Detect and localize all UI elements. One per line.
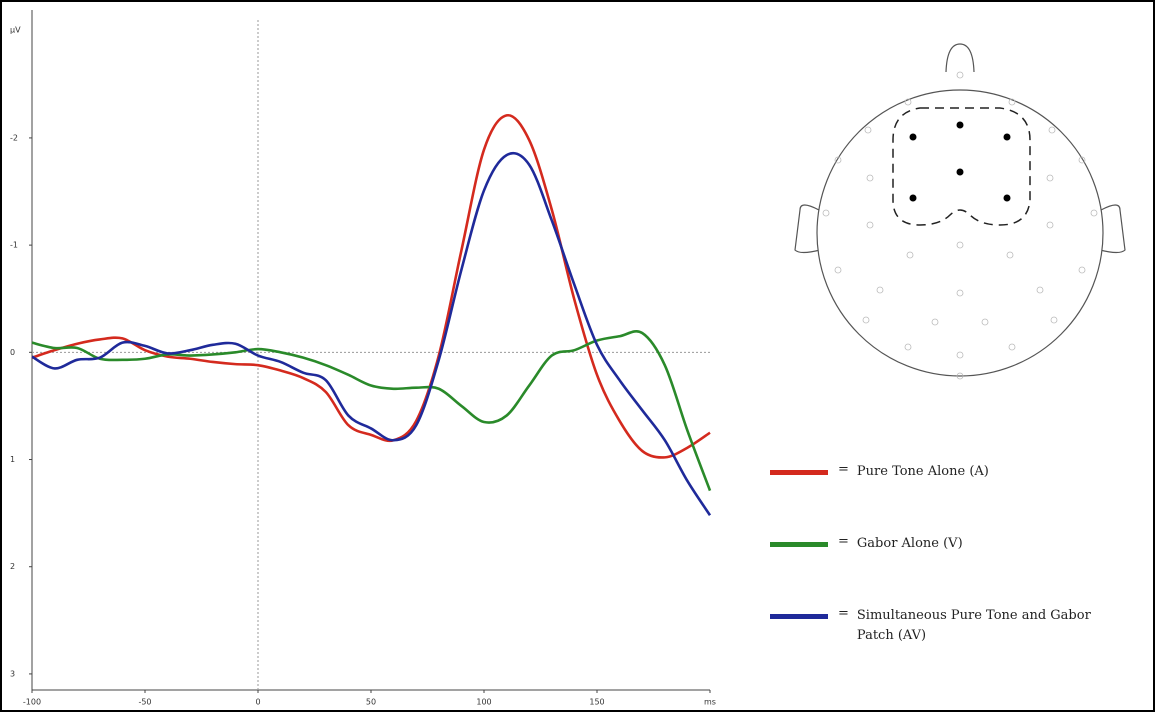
legend-separator: = xyxy=(838,606,849,621)
x-tick-label: 150 xyxy=(589,698,604,707)
y-tick-label: 2 xyxy=(10,562,15,571)
y-tick-label: -1 xyxy=(10,241,18,250)
ear-left xyxy=(794,204,821,254)
x-tick-label: 100 xyxy=(476,698,491,707)
x-tick-label: -100 xyxy=(23,698,41,707)
legend-label: Simultaneous Pure Tone and Gabor Patch (… xyxy=(856,608,1091,643)
region xyxy=(892,107,1031,226)
legend-swatch xyxy=(770,542,828,547)
legend-label: Gabor Alone (V) xyxy=(856,536,963,551)
y-tick-label: -2 xyxy=(10,133,18,142)
y-tick-label: 3 xyxy=(10,669,15,678)
legend: = Pure Tone Alone (A) = Gabor Alone (V) = Sim… xyxy=(770,462,1130,678)
legend-entry: = Simultaneous Pure Tone and Gabor Patch … xyxy=(770,606,1130,678)
x-tick-label: 0 xyxy=(255,698,260,707)
nose xyxy=(945,43,975,73)
x-tick-label: 50 xyxy=(366,698,376,707)
y-axis-label: µV xyxy=(10,26,21,35)
y-tick-label: 1 xyxy=(10,455,15,464)
electrodes xyxy=(822,71,1098,380)
legend-separator: = xyxy=(838,534,849,549)
y-tick-label: 0 xyxy=(10,348,15,357)
series-line xyxy=(31,330,712,492)
legend-swatch xyxy=(770,614,828,619)
series-line xyxy=(31,151,712,516)
legend-separator: = xyxy=(838,462,849,477)
x-tick-label: -50 xyxy=(138,698,151,707)
legend-label: Pure Tone Alone (A) xyxy=(856,464,989,479)
head-map xyxy=(794,43,1126,380)
ear-right xyxy=(1099,204,1126,254)
legend-entry: = Pure Tone Alone (A) xyxy=(770,462,1130,534)
x-tick-label: ms xyxy=(704,698,716,707)
head xyxy=(816,89,1104,377)
series-line xyxy=(31,114,711,459)
legend-swatch xyxy=(770,470,828,475)
legend-entry: = Gabor Alone (V) xyxy=(770,534,1130,606)
electrodes-selected xyxy=(909,121,1011,202)
